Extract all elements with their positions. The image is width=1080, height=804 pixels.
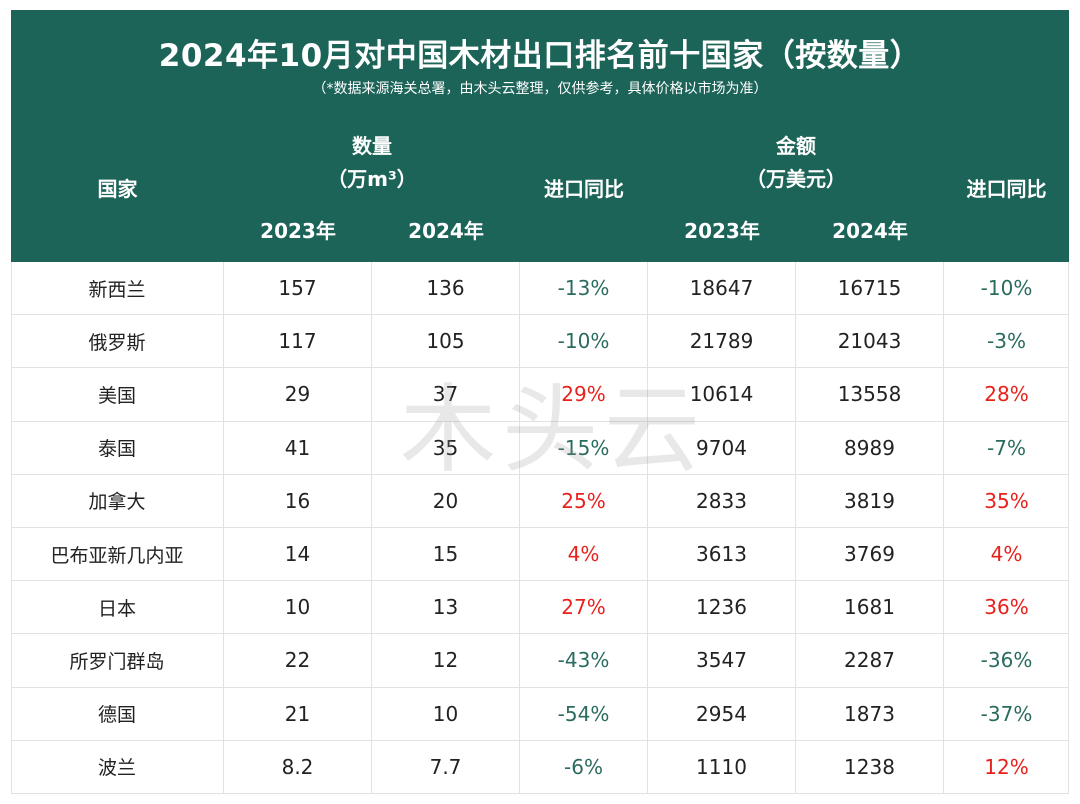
cell-country: 美国 [11,368,224,421]
page-title: 2024年10月对中国木材出口排名前十国家（按数量） [158,38,922,74]
table-header: 2024年10月对中国木材出口排名前十国家（按数量） （*数据来源海关总署，由木… [11,10,1069,262]
table-row: 所罗门群岛 22 12 -43% 3547 2287 -36% [11,634,1069,688]
cell-qty-2023: 41 [224,421,372,474]
cell-qty-2024: 136 [372,262,520,315]
cell-country: 新西兰 [11,262,224,315]
cell-qty-yoy: -43% [520,634,648,687]
cell-qty-yoy: 25% [520,474,648,527]
cell-country: 德国 [11,687,224,740]
cell-qty-2024: 12 [372,634,520,687]
cell-amt-2023: 9704 [648,421,796,474]
cell-amt-2024: 16715 [796,262,944,315]
table-row: 加拿大 16 20 25% 2833 3819 35% [11,474,1069,528]
cell-qty-2024: 20 [372,474,520,527]
cell-country: 俄罗斯 [11,315,224,368]
header-amt-yoy: 进口同比 [966,177,1047,201]
cell-country: 日本 [11,581,224,634]
cell-country: 巴布亚新几内亚 [11,527,224,581]
cell-amt-2023: 18647 [648,262,796,315]
cell-qty-yoy: -54% [520,687,648,740]
cell-amt-2023: 1110 [648,740,796,793]
cell-amt-2023: 2954 [648,687,796,740]
table-row: 泰国 41 35 -15% 9704 8989 -7% [11,421,1069,475]
cell-amt-2024: 13558 [796,368,944,421]
cell-amt-2023: 21789 [648,315,796,368]
cell-amt-yoy: 35% [984,488,1029,513]
cell-amt-2023: 3613 [648,527,796,581]
table-row: 新西兰 157 136 -13% 18647 16715 -10% [11,262,1069,316]
header-amount-title: 金额 [776,134,816,158]
cell-amt-yoy: 28% [984,382,1029,407]
cell-amt-2023: 10614 [648,368,796,421]
table-row: 巴布亚新几内亚 14 15 4% 3613 3769 4% [11,527,1069,582]
cell-qty-yoy: 4% [520,527,648,581]
table-row: 波兰 8.2 7.7 -6% 1110 1238 12% [11,740,1069,794]
cell-qty-yoy: -10% [520,315,648,368]
cell-amt-2024: 8989 [796,421,944,474]
cell-country: 所罗门群岛 [11,634,224,687]
cell-amt-2024: 1238 [796,740,944,793]
cell-qty-2024: 15 [372,527,520,581]
cell-amt-2023: 2833 [648,474,796,527]
cell-qty-2024: 13 [372,581,520,634]
cell-qty-2023: 21 [224,687,372,740]
header-quantity-title: 数量 [352,134,392,158]
timber-export-table: 2024年10月对中国木材出口排名前十国家（按数量） （*数据来源海关总署，由木… [11,10,1069,794]
cell-qty-2023: 117 [224,315,372,368]
cell-qty-yoy: -13% [520,262,648,315]
cell-qty-2023: 157 [224,262,372,315]
cell-qty-2023: 8.2 [224,740,372,793]
cell-qty-yoy: -15% [520,421,648,474]
cell-amt-2024: 1873 [796,687,944,740]
cell-qty-2024: 7.7 [372,740,520,793]
header-amt-2023: 2023年 [684,219,760,243]
cell-amt-2024: 3819 [796,474,944,527]
cell-qty-2023: 22 [224,634,372,687]
header-qty-2023: 2023年 [260,219,336,243]
cell-country: 波兰 [11,740,224,793]
table-row: 俄罗斯 117 105 -10% 21789 21043 -3% [11,315,1069,369]
cell-amt-yoy: -36% [980,648,1033,673]
header-amount-unit: （万美元） [746,167,846,191]
cell-amt-yoy: 4% [990,542,1023,567]
header-quantity-unit: （万m³） [327,167,417,191]
cell-amt-yoy: -3% [987,329,1026,354]
cell-qty-yoy: 27% [520,581,648,634]
table-row: 日本 10 13 27% 1236 1681 36% [11,581,1069,635]
table-row: 德国 21 10 -54% 2954 1873 -37% [11,687,1069,741]
cell-qty-2023: 16 [224,474,372,527]
cell-country: 泰国 [11,421,224,474]
header-qty-2024: 2024年 [408,219,484,243]
cell-qty-2024: 37 [372,368,520,421]
table-body: 新西兰 157 136 -13% 18647 16715 -10% 俄罗斯 117 105 -10%… [11,262,1069,794]
cell-amt-yoy: -37% [980,701,1033,726]
cell-amt-2024: 2287 [796,634,944,687]
cell-qty-2023: 10 [224,581,372,634]
cell-amt-2023: 1236 [648,581,796,634]
cell-amt-yoy: 36% [984,595,1029,620]
cell-qty-2023: 29 [224,368,372,421]
cell-qty-yoy: -6% [520,740,648,793]
cell-qty-2024: 35 [372,421,520,474]
cell-amt-2024: 3769 [796,527,944,581]
cell-amt-yoy: -10% [980,276,1033,301]
cell-amt-yoy: -7% [987,435,1026,460]
cell-qty-2024: 10 [372,687,520,740]
cell-qty-2023: 14 [224,527,372,581]
cell-amt-2024: 1681 [796,581,944,634]
cell-amt-2023: 3547 [648,634,796,687]
cell-qty-yoy: 29% [520,368,648,421]
cell-country: 加拿大 [11,474,224,527]
header-amt-2024: 2024年 [832,219,908,243]
table-row: 美国 29 37 29% 10614 13558 28% [11,368,1069,422]
header-country: 国家 [97,177,138,201]
cell-amt-yoy: 12% [984,754,1029,779]
header-qty-yoy: 进口同比 [544,177,624,201]
page-subtitle: （*数据来源海关总署，由木头云整理，仅供参考，具体价格以市场为准） [312,81,768,97]
cell-qty-2024: 105 [372,315,520,368]
cell-amt-2024: 21043 [796,315,944,368]
